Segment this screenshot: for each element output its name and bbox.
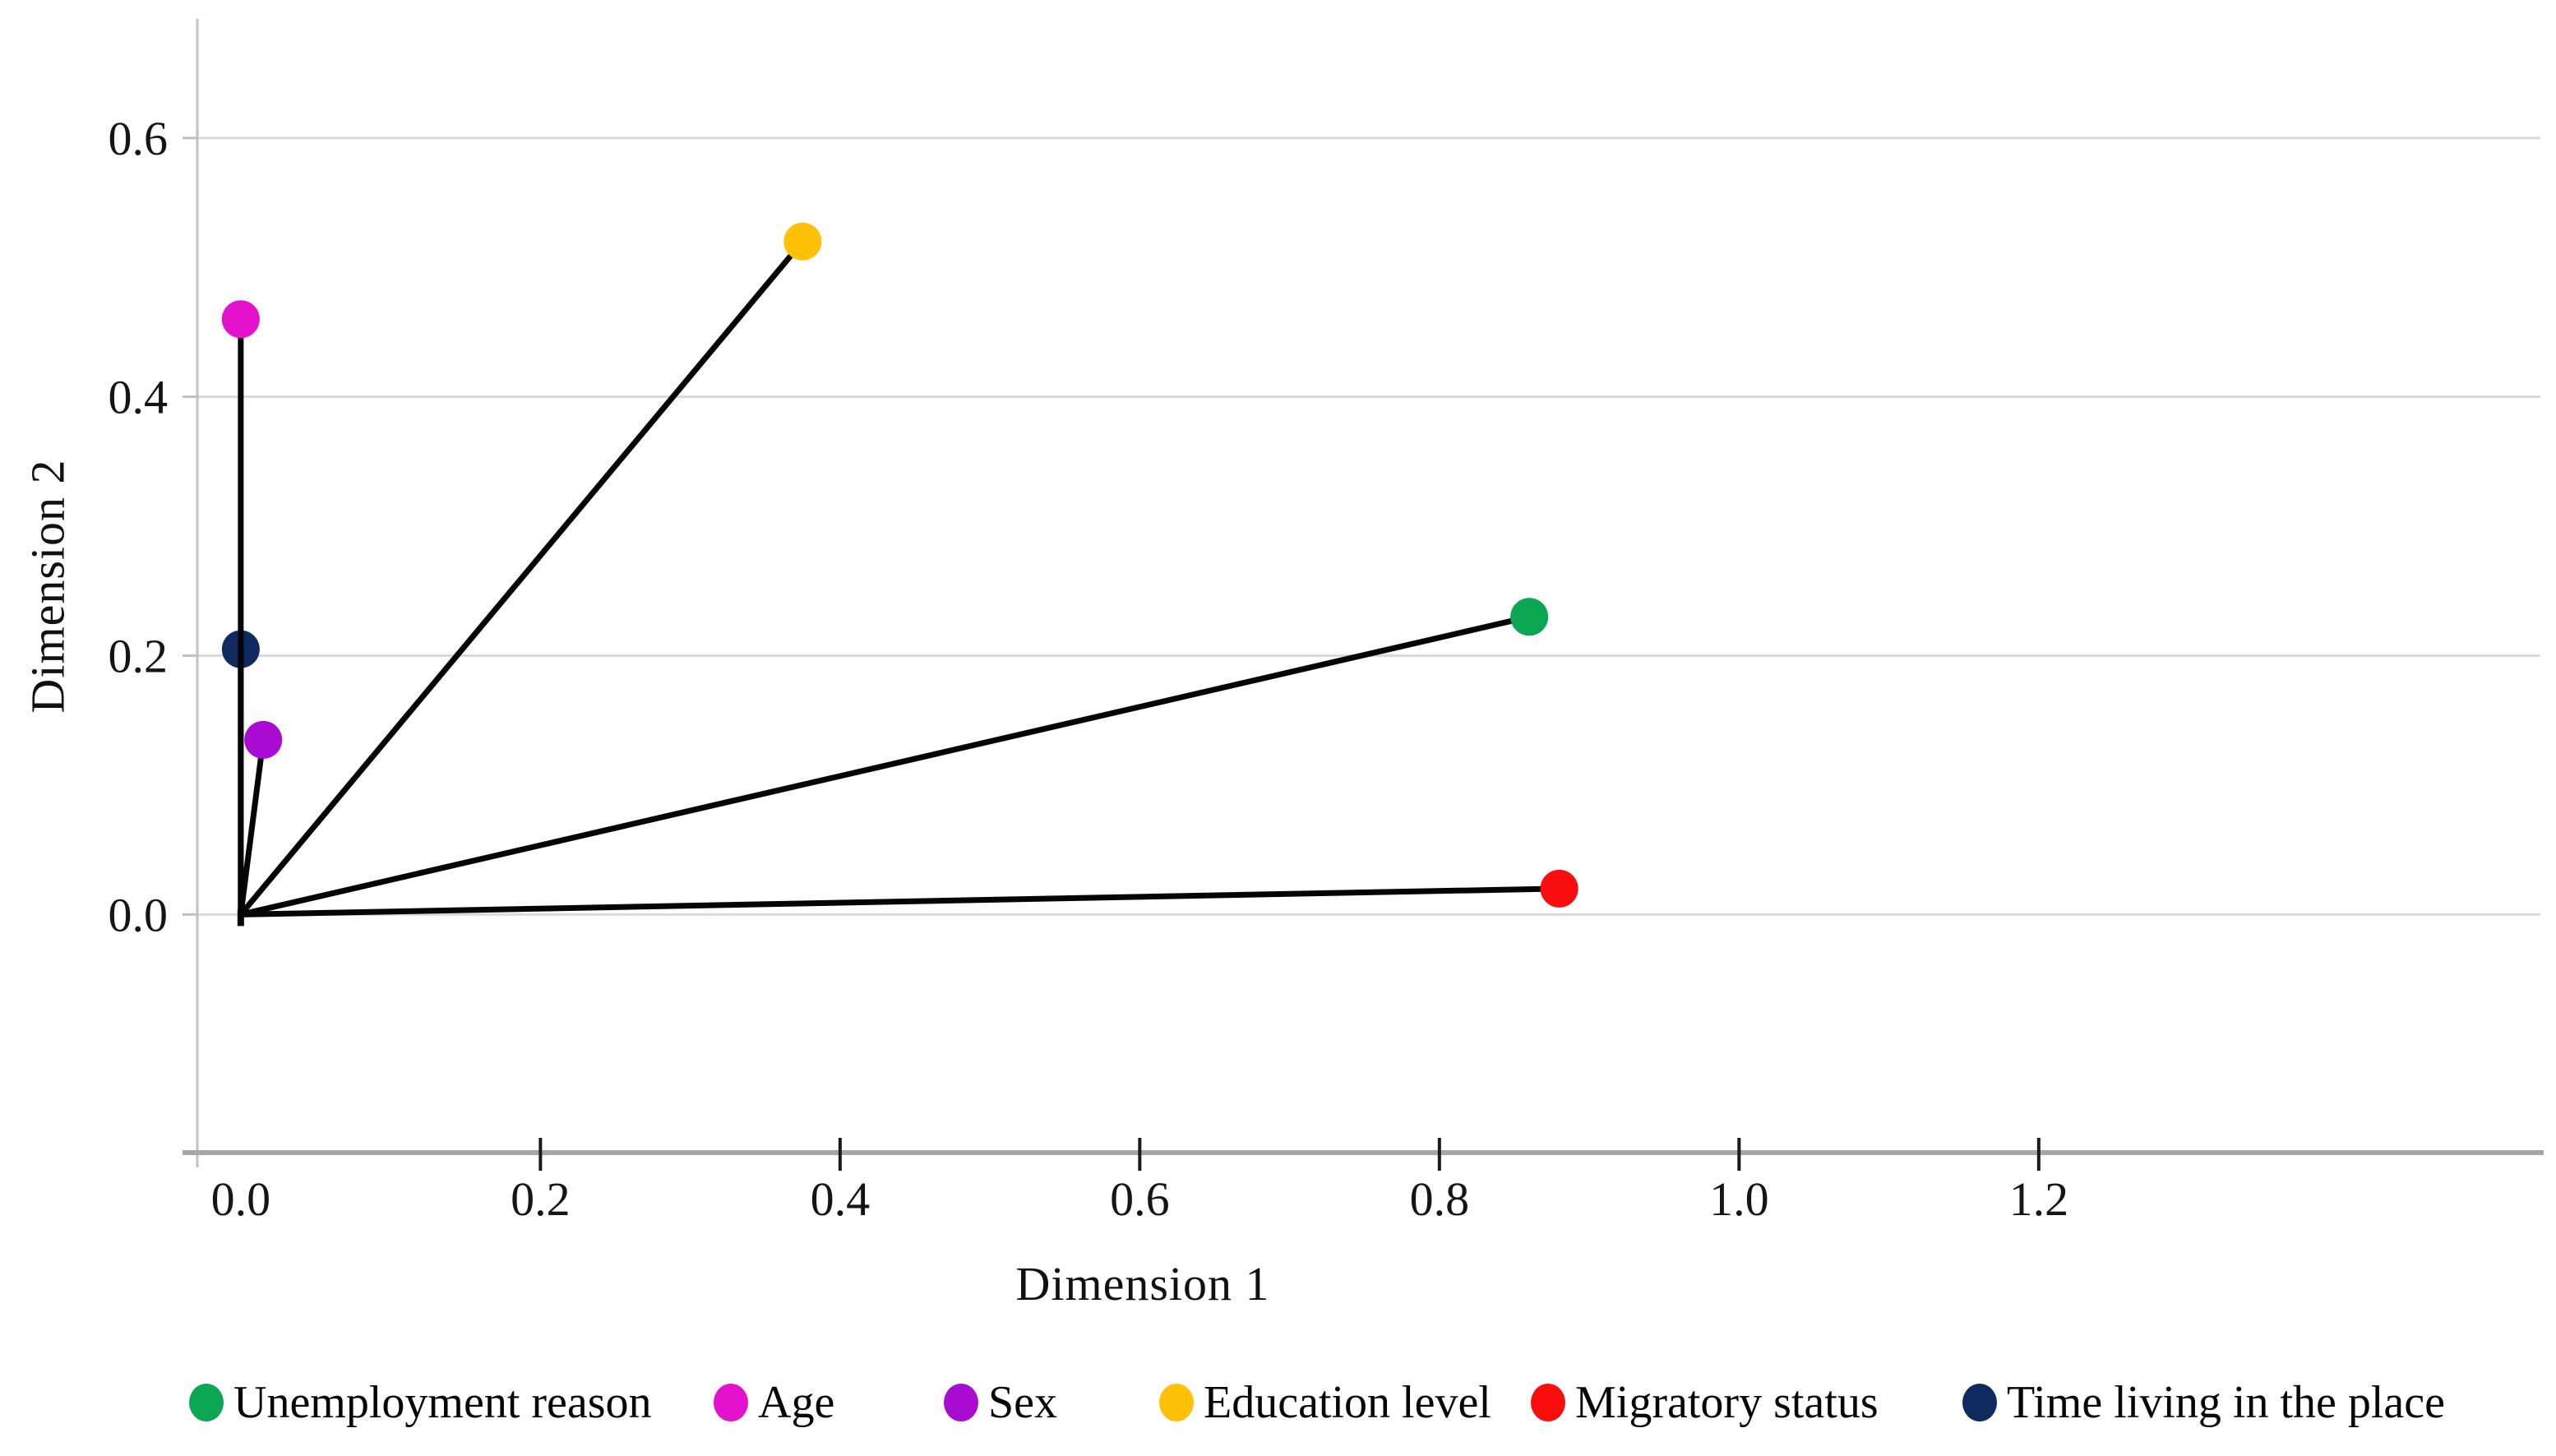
- data-point-education-level: [783, 222, 822, 261]
- y-axis-title: Dimension 2: [21, 459, 75, 714]
- y-tick-label-0.0: 0.0: [109, 888, 169, 941]
- data-point-unemployment-reason: [1510, 598, 1549, 636]
- legend-label-education-level: Education level: [1204, 1377, 1491, 1428]
- x-tick-label-0.6: 0.6: [1110, 1172, 1170, 1226]
- legend-item-education-level: Education level: [1159, 1377, 1491, 1428]
- data-point-migratory-status: [1540, 869, 1578, 908]
- y-tick-label-0.2: 0.2: [109, 630, 169, 683]
- data-point-sex: [244, 720, 283, 759]
- legend-item-unemployment-reason: Unemployment reason: [189, 1377, 652, 1428]
- vector-sex: [238, 739, 266, 915]
- legend-item-migratory-status: Migratory status: [1531, 1377, 1879, 1428]
- x-tick-label-0.8: 0.8: [1410, 1172, 1470, 1226]
- y-tick-label-0.6: 0.6: [109, 112, 169, 165]
- data-point-age: [221, 300, 260, 339]
- legend-marker-sex: [944, 1384, 978, 1421]
- x-tick-label-1.0: 1.0: [1709, 1172, 1769, 1226]
- legend-label-age: Age: [758, 1377, 835, 1428]
- vector-education-level: [238, 239, 805, 917]
- legend-marker-migratory-status: [1531, 1384, 1565, 1421]
- legend-label-migratory-status: Migratory status: [1575, 1377, 1879, 1428]
- x-tick-label-0.2: 0.2: [511, 1172, 571, 1226]
- legend-item-age: Age: [714, 1377, 835, 1428]
- vector-migratory-status: [240, 885, 1560, 918]
- legend-label-time-living-in-the-place: Time living in the place: [2007, 1377, 2445, 1428]
- legend-label-unemployment-reason: Unemployment reason: [233, 1377, 652, 1428]
- legend-marker-unemployment-reason: [189, 1384, 224, 1421]
- legend-marker-education-level: [1159, 1384, 1194, 1421]
- legend-label-sex: Sex: [988, 1377, 1057, 1428]
- x-axis-title: Dimension 1: [1015, 1257, 1270, 1310]
- legend-item-time-living-in-the-place: Time living in the place: [1962, 1377, 2445, 1428]
- x-tick-label-0.4: 0.4: [811, 1172, 871, 1226]
- legend-marker-time-living-in-the-place: [1962, 1384, 1997, 1421]
- x-tick-label-0.0: 0.0: [211, 1172, 271, 1226]
- legend-item-sex: Sex: [944, 1377, 1057, 1428]
- y-tick-label-0.4: 0.4: [109, 371, 169, 424]
- vector-unemployment-reason: [240, 613, 1530, 918]
- legend-marker-age: [714, 1384, 748, 1421]
- x-tick-label-1.2: 1.2: [2009, 1172, 2069, 1226]
